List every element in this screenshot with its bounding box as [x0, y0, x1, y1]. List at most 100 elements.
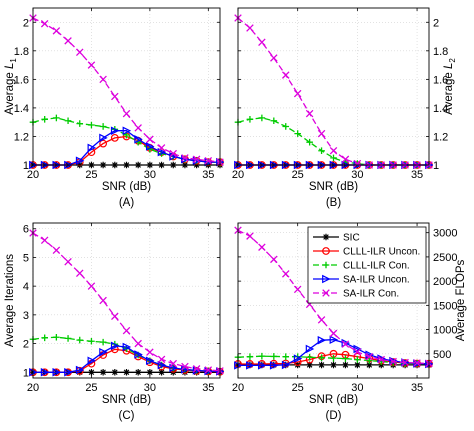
y-tick-label: 2500	[433, 252, 457, 264]
data-point	[88, 121, 95, 129]
data-point	[122, 326, 131, 335]
x-tick-label: 20	[232, 169, 244, 181]
data-point	[317, 335, 327, 345]
data-point	[157, 144, 166, 152]
x-tick-label: 25	[85, 169, 97, 181]
data-point	[88, 337, 95, 345]
data-point	[64, 335, 72, 342]
data-point	[123, 368, 130, 376]
y-tick-label: 1.2	[14, 131, 29, 143]
data-point	[110, 126, 120, 136]
series-line	[238, 353, 430, 365]
data-point	[318, 147, 325, 155]
data-point	[246, 24, 254, 32]
axes-frame	[237, 222, 430, 379]
x-tick-label: 25	[292, 382, 304, 394]
data-point	[111, 92, 119, 101]
axes-frame	[237, 7, 430, 166]
y-tick-label: 6	[23, 224, 29, 236]
data-point	[134, 339, 142, 348]
y-axis-label: Average L1	[4, 58, 18, 115]
data-point	[52, 27, 61, 35]
data-point	[110, 133, 119, 142]
data-point	[64, 257, 72, 266]
data-point	[134, 124, 142, 132]
legend: SIC CLLL-ILR Uncon. CLLL-ILR Con. SA-ILR Un…	[307, 226, 427, 304]
data-point	[353, 159, 362, 168]
data-point	[76, 120, 84, 127]
data-point	[293, 285, 302, 294]
legend-marker	[322, 247, 330, 255]
y-tick-label: 4	[23, 281, 29, 293]
chart-panel-4: 20 25 30 35 500 1000 1500 2000 2500 3000 SNR (dB) (…	[232, 222, 467, 422]
data-point	[40, 367, 50, 377]
data-point	[99, 338, 107, 346]
chart-panel-3: 20 25 30 35 1 2 3 4 5 6 SNR (dB) (C) Average Iterati…	[4, 222, 224, 422]
data-point	[145, 142, 155, 151]
data-point	[75, 269, 84, 277]
data-point	[294, 130, 301, 137]
y-tick-label: 1.8	[433, 46, 448, 58]
data-point	[270, 255, 278, 264]
y-tick-label: 1000	[433, 325, 457, 337]
data-point	[134, 350, 143, 359]
x-axis-label: SNR (dB)	[309, 181, 358, 193]
legend-label: CLLL-ILR Uncon.	[343, 247, 420, 258]
panel-label: (C)	[119, 410, 135, 422]
legend-marker	[322, 233, 330, 241]
data-point	[306, 361, 313, 369]
data-point	[246, 232, 254, 240]
data-point	[366, 357, 373, 364]
y-tick-label: 5	[23, 252, 29, 264]
panel-label: (A)	[119, 197, 135, 209]
data-point	[282, 123, 290, 130]
y-tick-label: 1500	[433, 300, 457, 312]
data-point	[87, 356, 97, 366]
data-point	[134, 135, 143, 144]
data-point	[293, 354, 303, 363]
y-tick-label: 1	[23, 160, 29, 172]
data-point	[329, 335, 339, 345]
y-axis-label-variable: L	[443, 63, 455, 69]
series-line	[238, 339, 430, 367]
data-point	[157, 360, 167, 370]
data-point	[246, 116, 254, 123]
data-point	[377, 361, 385, 369]
legend-label: SIC	[343, 233, 360, 244]
data-point	[330, 361, 337, 369]
chart-panel-1: 20 25 30 35 1 1.2 1.4 1.6 1.8 2 SNR (dB) (A) Average…	[4, 7, 224, 209]
data-point	[99, 368, 107, 376]
data-point	[257, 361, 267, 370]
data-point	[270, 54, 278, 62]
data-point	[157, 147, 167, 157]
data-point	[169, 359, 178, 368]
x-tick-label: 35	[411, 382, 423, 394]
data-point	[281, 71, 290, 79]
data-point	[146, 348, 154, 356]
data-point	[281, 360, 291, 370]
data-point	[354, 361, 361, 369]
data-point	[341, 340, 350, 348]
panel-label: (B)	[326, 197, 342, 209]
data-point	[270, 353, 278, 360]
legend-label: SA-ILR Uncon.	[343, 275, 410, 286]
y-tick-label: 2	[23, 339, 29, 351]
y-axis-label-subscript: 2	[448, 58, 457, 63]
y-tick-label: 1.6	[14, 74, 29, 86]
data-point	[99, 296, 107, 305]
y-tick-label: 3000	[433, 228, 457, 240]
data-point	[99, 75, 107, 84]
data-point	[305, 109, 314, 118]
data-point	[122, 109, 131, 118]
y-tick-label: 3	[23, 310, 29, 322]
data-point	[41, 116, 48, 123]
y-tick-label: 1.4	[433, 103, 448, 115]
series-group	[234, 226, 433, 370]
data-point	[342, 361, 349, 369]
data-point	[389, 356, 398, 366]
series-group	[29, 229, 224, 377]
data-point	[318, 354, 325, 361]
data-point	[192, 365, 201, 373]
legend-marker	[322, 289, 330, 297]
